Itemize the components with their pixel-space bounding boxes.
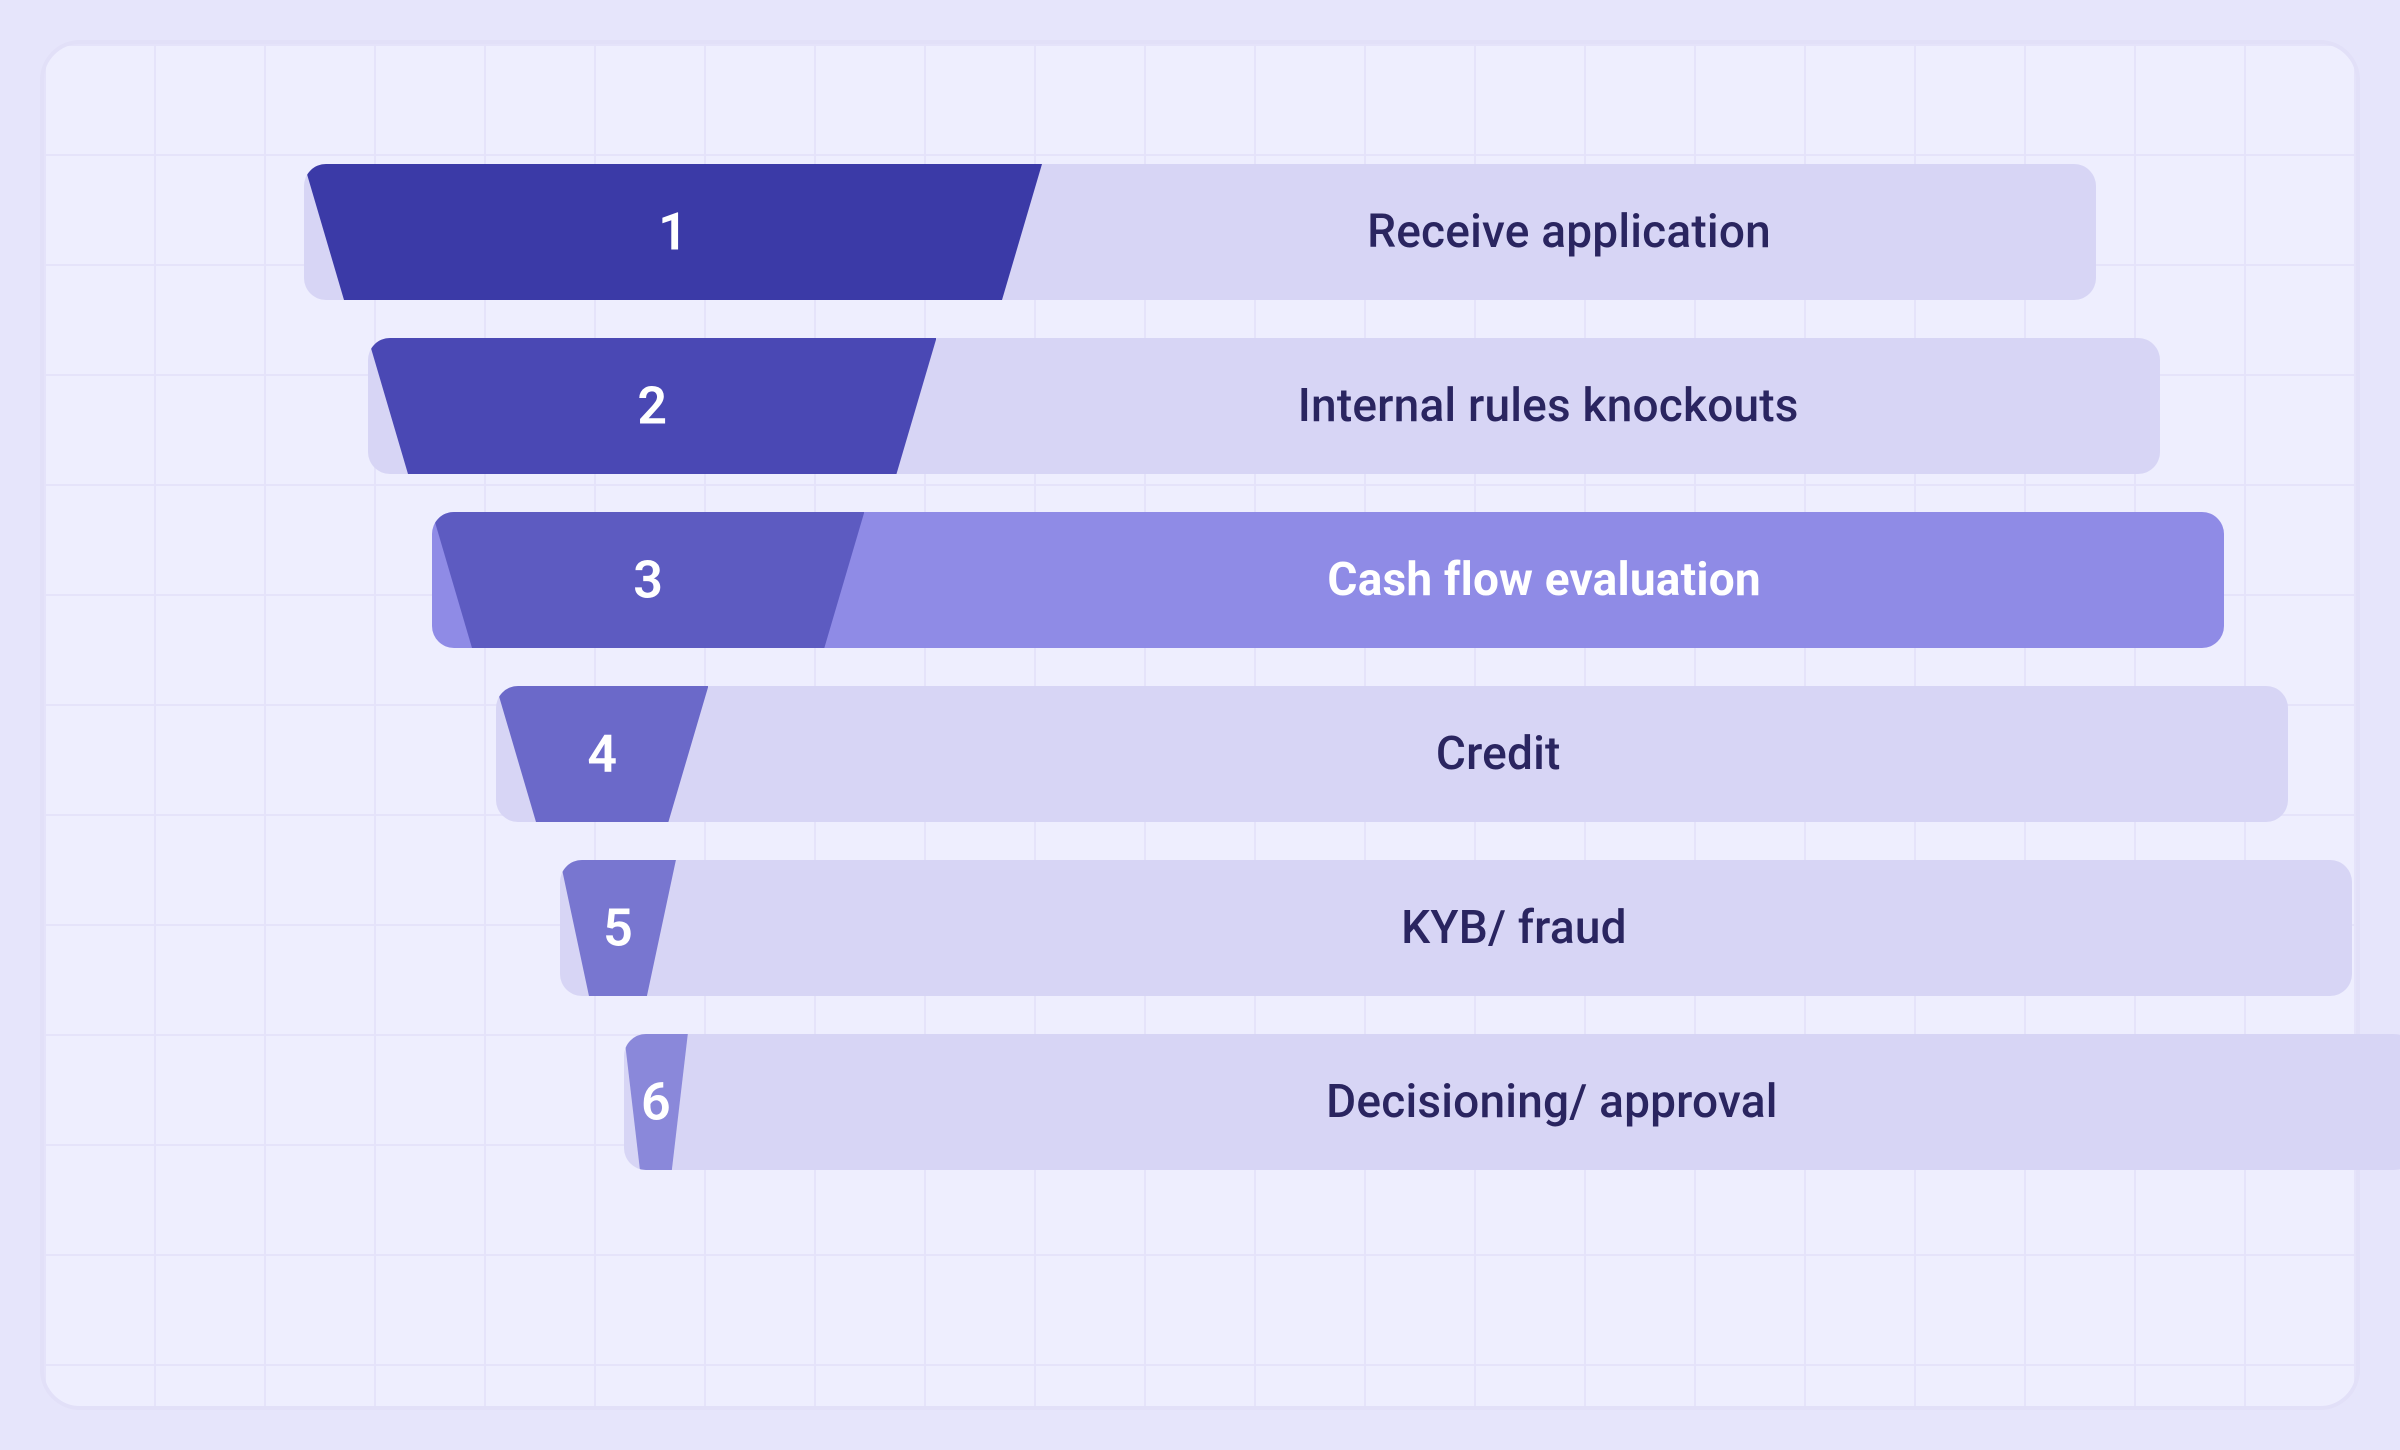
funnel-number-2: 2	[637, 375, 667, 436]
funnel-number-5: 5	[603, 897, 633, 958]
funnel-number-shape-1: 1	[304, 164, 1042, 300]
funnel-label-1: Receive application	[1367, 205, 1771, 259]
funnel-label-3: Cash flow evaluation	[1327, 553, 1761, 607]
funnel-card: 1 Receive application 2 Internal rules knoc…	[40, 40, 2360, 1410]
funnel-number-shape-3: 3	[432, 512, 864, 648]
funnel-label-2: Internal rules knockouts	[1298, 379, 1799, 433]
funnel-row-1: 1 Receive application	[304, 164, 2096, 300]
funnel-label-6: Decisioning/ approval	[1326, 1075, 1777, 1129]
funnel-number-shape-2: 2	[368, 338, 936, 474]
funnel-label-area-3: Cash flow evaluation	[864, 512, 2224, 648]
funnel-label-4: Credit	[1436, 727, 1561, 781]
funnel-label-area-4: Credit	[708, 686, 2288, 822]
funnel-number-6: 6	[641, 1071, 671, 1132]
page-container: 1 Receive application 2 Internal rules knoc…	[0, 0, 2400, 1450]
funnel-label-area-1: Receive application	[1042, 164, 2096, 300]
funnel-row-3: 3 Cash flow evaluation	[432, 512, 2224, 648]
funnel-number-1: 1	[658, 202, 688, 263]
funnel-number-4: 4	[587, 723, 617, 784]
funnel-row-4: 4 Credit	[496, 686, 2288, 822]
funnel-number-3: 3	[633, 549, 663, 610]
funnel-label-area-6: Decisioning/ approval	[688, 1034, 2400, 1170]
funnel-number-shape-6: 6	[624, 1034, 688, 1170]
funnel-number-shape-5: 5	[560, 860, 676, 996]
funnel-row-5: 5 KYB/ fraud	[560, 860, 2352, 996]
funnel-number-shape-4: 4	[496, 686, 708, 822]
funnel-label-area-2: Internal rules knockouts	[936, 338, 2160, 474]
funnel-label-5: KYB/ fraud	[1401, 901, 1627, 955]
funnel-row-2: 2 Internal rules knockouts	[368, 338, 2160, 474]
funnel-label-area-5: KYB/ fraud	[676, 860, 2352, 996]
funnel-row-6: 6 Decisioning/ approval	[624, 1034, 2400, 1170]
